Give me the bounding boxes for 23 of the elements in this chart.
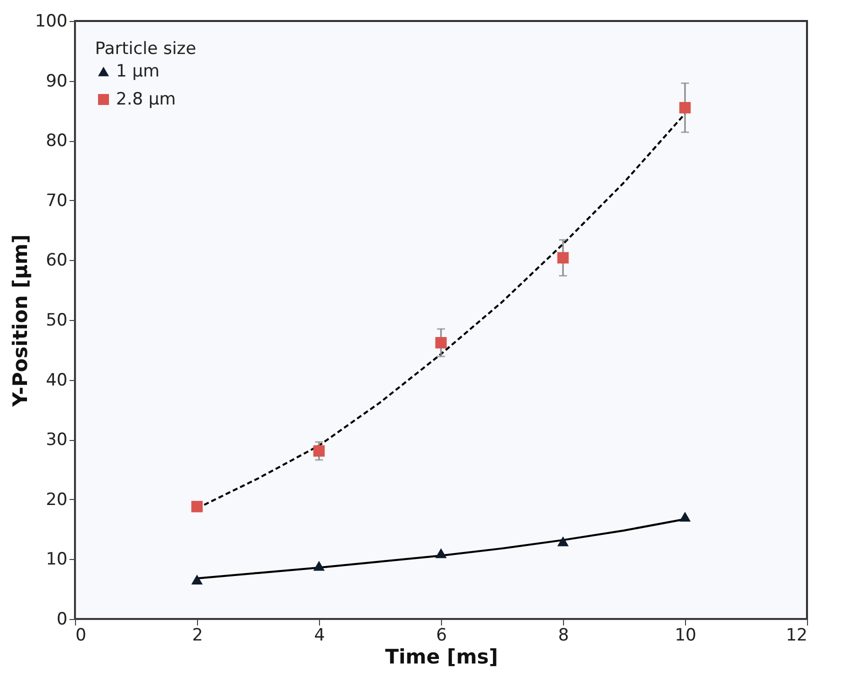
legend-label: 1 µm [116,62,160,82]
x-axis-title: Time [ms] [385,644,498,668]
y-tick-label: 0 [56,610,68,630]
x-tick-label: 2 [192,626,203,646]
x-tick-label: 12 [786,626,808,646]
y-tick-label: 10 [46,550,68,570]
y-tick-label: 30 [46,430,68,450]
legend-title: Particle size [95,39,196,59]
y-tick-label: 70 [46,190,68,211]
x-tick-label: 6 [436,626,447,646]
y-axis-title: Y-Position [µm] [8,234,32,408]
x-tick-label: 8 [558,626,569,646]
x-tick-label: 0 [76,626,86,646]
x-tick-label: 10 [674,626,696,646]
y-tick-label: 80 [46,131,68,152]
x-tick-label: 4 [314,626,325,646]
y-tick-label: 60 [46,250,68,271]
y-tick-label: 90 [46,71,68,92]
y-tick-label: 40 [46,370,68,390]
y-tick-label: 100 [35,12,68,32]
y-tick-label: 20 [46,490,68,510]
y-tick-label: 50 [46,310,68,330]
legend-label: 2.8 µm [116,90,176,110]
